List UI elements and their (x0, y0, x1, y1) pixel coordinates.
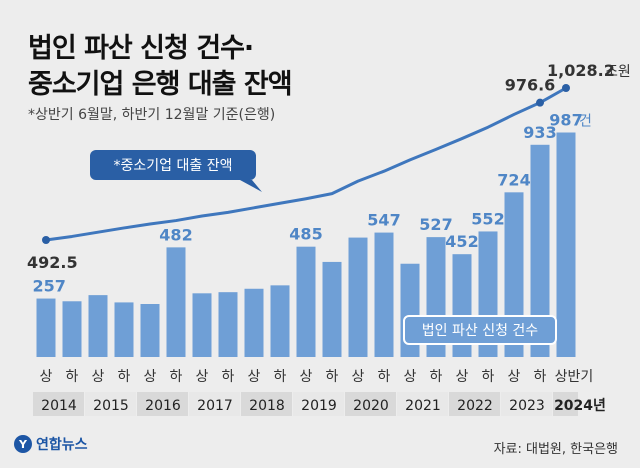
year-label: 2018 (249, 398, 285, 414)
half-label: 상 (92, 369, 105, 385)
half-label: 하 (430, 369, 443, 385)
line-value-label: 492.5 (27, 253, 78, 272)
year-label: 2023 (509, 398, 545, 414)
half-label: 상 (144, 369, 157, 385)
half-label: 상 (248, 369, 261, 385)
half-label: 하 (170, 369, 183, 385)
bar-value-label: 552 (471, 209, 504, 228)
half-label: 하 (534, 369, 547, 385)
half-labels-group: 상 하 상 하 상 하 상 하 상 하 상 하 상 하 상 하 상 하 상 하 상반기 (40, 369, 594, 385)
bar (166, 247, 186, 357)
year-band (345, 392, 396, 416)
year-label: 2014 (41, 398, 77, 414)
half-label: 하 (274, 369, 287, 385)
line-callout-pointer (240, 180, 262, 192)
year-band (397, 392, 448, 416)
bar (348, 237, 368, 357)
half-label: 하 (482, 369, 495, 385)
half-label: 상 (352, 369, 365, 385)
bar-value-label: 527 (419, 215, 452, 234)
bar-value-label: 987 (549, 111, 582, 130)
year-band (33, 392, 84, 416)
line-value-label: 1,028.2 (547, 61, 615, 80)
half-label: 하 (118, 369, 131, 385)
year-band (189, 392, 240, 416)
half-label: 하 (222, 369, 235, 385)
line-point (42, 236, 50, 244)
bar (114, 302, 134, 357)
bar (244, 288, 264, 357)
bar-value-label: 724 (497, 170, 530, 189)
chart-title-line1: 법인 파산 신청 건수· (28, 33, 254, 64)
bar (374, 232, 394, 357)
line-callout-label: *중소기업 대출 잔액 (114, 158, 233, 174)
bar (36, 298, 56, 357)
half-label: 하 (378, 369, 391, 385)
bar-unit-label: 건 (579, 114, 592, 130)
bar (322, 261, 342, 357)
bar-callout-label: 법인 파산 신청 건수 (422, 323, 539, 339)
bar-value-label: 257 (33, 277, 66, 296)
half-label: 상 (196, 369, 209, 385)
bar (296, 246, 316, 357)
year-band (501, 392, 552, 416)
bar (556, 132, 576, 357)
year-band (241, 392, 292, 416)
year-label: 2020 (353, 398, 389, 414)
half-label: 상 (508, 369, 521, 385)
bar (192, 293, 212, 357)
year-band (85, 392, 136, 416)
bar (218, 292, 238, 357)
bar (62, 301, 82, 357)
half-label: 하 (66, 369, 79, 385)
year-band (137, 392, 188, 416)
line-point (536, 98, 544, 107)
line-point (562, 84, 570, 92)
bar-value-label: 482 (159, 225, 192, 244)
chart-subtitle: *상반기 6월말, 하반기 12월말 기준(은행) (28, 107, 276, 123)
line-value-label: 976.6 (505, 76, 556, 95)
logo-mark-icon: Y (14, 435, 32, 453)
year-band (553, 392, 578, 416)
bar-value-label: 933 (523, 123, 556, 142)
year-band (293, 392, 344, 416)
chart-title-line2: 중소기업 은행 대출 잔액 (28, 69, 293, 100)
bar (530, 144, 550, 357)
bar (270, 285, 290, 357)
line-group (42, 84, 570, 244)
bar-callout-box (403, 315, 557, 345)
loan-balance-line (45, 86, 567, 242)
year-label: 2021 (405, 398, 441, 414)
year-band-group: 2014 2015 2016 2017 2018 2019 2020 2021 2022 2023… (33, 392, 606, 416)
year-label: 2024년 (554, 398, 606, 414)
bar-value-label: 547 (367, 211, 400, 230)
source-note: 자료: 대법원, 한국은행 (493, 442, 618, 457)
year-label: 2016 (145, 398, 181, 414)
year-label: 2017 (197, 398, 233, 414)
year-label: 2015 (93, 398, 129, 414)
line-callout-box (90, 150, 256, 180)
logo: Y 연합뉴스 (14, 434, 88, 454)
bar-value-label: 485 (289, 225, 322, 244)
year-label: 2019 (301, 398, 337, 414)
bar-value-label: 452 (445, 232, 478, 251)
half-label: 상 (40, 369, 53, 385)
year-band (449, 392, 500, 416)
half-label: 상반기 (555, 369, 594, 385)
half-label: 하 (326, 369, 339, 385)
line-unit-label: 조원 (605, 64, 631, 80)
half-label: 상 (404, 369, 417, 385)
half-label: 상 (456, 369, 469, 385)
half-label: 상 (300, 369, 313, 385)
year-label: 2022 (457, 398, 493, 414)
logo-text: 연합뉴스 (36, 437, 88, 453)
bar (140, 304, 160, 357)
bar (88, 295, 108, 357)
